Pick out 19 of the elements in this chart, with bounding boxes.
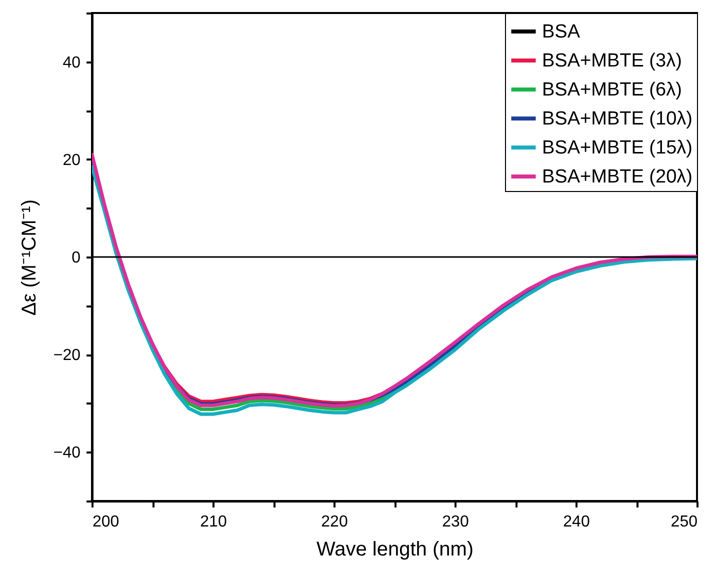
- x-tick-label: 200: [92, 514, 120, 530]
- y-tick-label: −20: [53, 347, 81, 364]
- legend-label: BSA+MBTE (10λ): [542, 108, 692, 130]
- legend-label: BSA+MBTE (3λ): [542, 50, 682, 72]
- x-tick-label: 230: [442, 514, 469, 530]
- legend-label: BSA+MBTE (20λ): [542, 166, 692, 188]
- x-tick-label: 240: [563, 514, 590, 530]
- y-tick-label: 40: [62, 54, 81, 72]
- legend-label: BSA+MBTE (6λ): [542, 80, 682, 100]
- y-tick-label: −40: [53, 444, 81, 462]
- legend-label: BSA: [542, 22, 580, 42]
- x-tick-label: 210: [200, 514, 227, 530]
- y-tick-label: 20: [62, 152, 81, 169]
- legend-label: BSA+MBTE (15λ): [542, 138, 692, 158]
- y-tick-label: 0: [72, 250, 81, 266]
- x-axis-title: Wave length (nm): [316, 538, 474, 560]
- x-tick-label: 250: [670, 514, 698, 530]
- x-tick-label: 220: [321, 514, 348, 530]
- y-axis-title: Δε (M⁻¹CM⁻¹): [18, 199, 40, 316]
